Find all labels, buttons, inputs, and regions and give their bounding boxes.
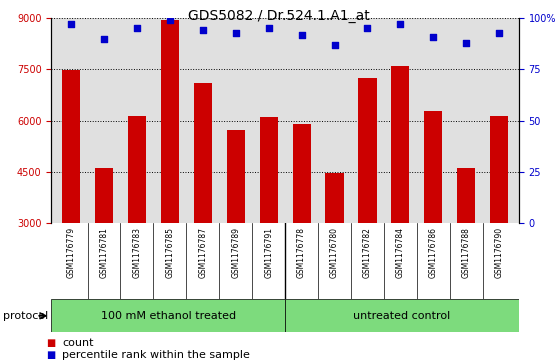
Point [429, 34, 438, 40]
Bar [358, 78, 377, 223]
Point [198, 28, 207, 33]
Text: ■: ■ [46, 338, 55, 348]
Text: ■: ■ [46, 350, 55, 360]
Bar [62, 70, 80, 223]
Point [297, 32, 306, 37]
Text: percentile rank within the sample: percentile rank within the sample [62, 350, 251, 360]
Text: 100 mM ethanol treated: 100 mM ethanol treated [100, 311, 236, 321]
FancyBboxPatch shape [285, 299, 519, 332]
Point [330, 42, 339, 48]
Text: GSM1176785: GSM1176785 [165, 227, 175, 278]
Text: GSM1176783: GSM1176783 [132, 227, 142, 278]
Bar [128, 116, 146, 223]
Point [99, 36, 108, 42]
Point [66, 21, 75, 27]
Bar [194, 83, 212, 223]
Text: GSM1176789: GSM1176789 [231, 227, 240, 278]
Bar [292, 125, 311, 223]
Point [363, 25, 372, 31]
Text: GSM1176779: GSM1176779 [66, 227, 75, 278]
Text: GSM1176788: GSM1176788 [462, 227, 471, 278]
Bar [161, 20, 179, 223]
Text: count: count [62, 338, 94, 348]
Bar [227, 130, 245, 223]
Text: GSM1176784: GSM1176784 [396, 227, 405, 278]
Bar [490, 116, 508, 223]
Text: protocol: protocol [3, 311, 48, 321]
Text: GSM1176781: GSM1176781 [99, 227, 108, 278]
Point [495, 30, 504, 36]
FancyBboxPatch shape [51, 299, 285, 332]
Bar [457, 168, 475, 223]
Text: GSM1176787: GSM1176787 [198, 227, 208, 278]
Text: GSM1176780: GSM1176780 [330, 227, 339, 278]
Text: GSM1176778: GSM1176778 [297, 227, 306, 278]
Point [231, 30, 240, 36]
Bar [424, 111, 442, 223]
Text: GSM1176790: GSM1176790 [495, 227, 504, 278]
Bar [391, 66, 410, 223]
Bar [95, 168, 113, 223]
Point [396, 21, 405, 27]
Point [462, 40, 471, 46]
Text: GSM1176782: GSM1176782 [363, 227, 372, 278]
Text: GDS5082 / Dr.524.1.A1_at: GDS5082 / Dr.524.1.A1_at [188, 9, 370, 23]
Point [165, 17, 174, 23]
Point [264, 25, 273, 31]
Text: GSM1176786: GSM1176786 [429, 227, 438, 278]
Text: GSM1176791: GSM1176791 [264, 227, 273, 278]
Point [132, 25, 141, 31]
Text: untreated control: untreated control [353, 311, 451, 321]
Bar [259, 117, 278, 223]
Bar [325, 173, 344, 223]
